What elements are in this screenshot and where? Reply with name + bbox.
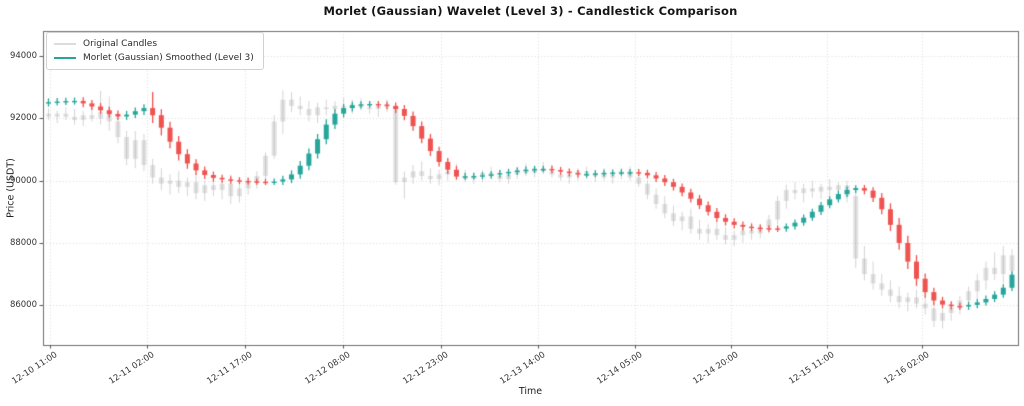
smoothed-line-swatch (54, 57, 76, 59)
y-tick-label: 94000 (9, 51, 37, 62)
legend: Original Candles Morlet (Gaussian) Smoot… (46, 32, 264, 70)
legend-label-smoothed: Morlet (Gaussian) Smoothed (Level 3) (83, 53, 254, 63)
original-candles-line-swatch (54, 43, 76, 45)
y-tick-label: 88000 (9, 237, 37, 248)
legend-item-original: Original Candles (54, 37, 254, 51)
y-tick-label: 92000 (9, 113, 37, 124)
chart-title: Morlet (Gaussian) Wavelet (Level 3) - Ca… (323, 4, 738, 18)
legend-item-smoothed: Morlet (Gaussian) Smoothed (Level 3) (54, 51, 254, 65)
legend-label-original: Original Candles (83, 39, 158, 49)
y-tick-label: 90000 (9, 175, 37, 186)
x-axis-title: Time (518, 386, 543, 397)
y-tick-label: 86000 (9, 300, 37, 311)
y-axis-title: Price (USDT) (5, 158, 17, 218)
